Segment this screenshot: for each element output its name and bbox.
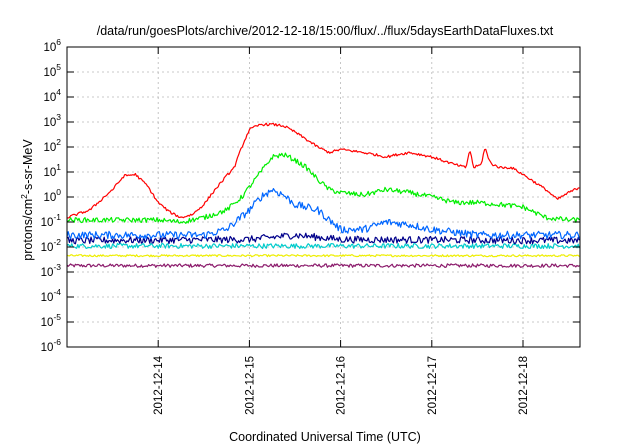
axes: 10-6 10-5 10-4 10-3 10-2 10-1 100 101 102 103 104 1… bbox=[41, 37, 581, 415]
y-axis-label: protons/cm2-s-sr-MeV bbox=[19, 139, 35, 261]
y-tick-label: 10-2 bbox=[41, 237, 62, 254]
y-tick-label: 10-5 bbox=[41, 312, 62, 329]
flux-series-line bbox=[66, 263, 580, 268]
y-tick-label: 100 bbox=[43, 187, 61, 204]
flux-series-line bbox=[66, 254, 580, 258]
flux-series-line bbox=[66, 122, 580, 219]
x-tick-label: 2012-12-15 bbox=[244, 356, 256, 415]
y-tick-label: 10-6 bbox=[41, 337, 62, 354]
y-tick-label: 103 bbox=[43, 112, 61, 129]
y-tick-label: 10-4 bbox=[41, 287, 62, 304]
y-tick-label: 104 bbox=[43, 87, 61, 104]
flux-series-line bbox=[66, 188, 580, 240]
y-axis-label-exponent: 2 bbox=[19, 194, 29, 199]
grid-lines bbox=[67, 47, 580, 347]
data-series bbox=[66, 122, 580, 268]
chart-title: /data/run/goesPlots/archive/2012-12-18/1… bbox=[97, 24, 554, 38]
flux-series-line bbox=[66, 152, 580, 224]
y-tick-label: 10-3 bbox=[41, 262, 62, 279]
y-tick-label: 105 bbox=[43, 62, 61, 79]
plot-frame bbox=[66, 46, 581, 348]
x-tick-label: 2012-12-16 bbox=[336, 356, 348, 415]
x-tick-label: 2012-12-14 bbox=[153, 355, 165, 414]
x-tick-label: 2012-12-18 bbox=[518, 356, 530, 415]
x-axis-label: Coordinated Universal Time (UTC) bbox=[229, 430, 421, 444]
flux-series-line bbox=[66, 232, 580, 245]
y-tick-label: 101 bbox=[43, 162, 61, 179]
flux-series-line bbox=[66, 242, 580, 250]
y-tick-label: 102 bbox=[43, 137, 61, 154]
y-tick-label: 106 bbox=[43, 37, 61, 54]
y-axis-label-base: protons/cm bbox=[21, 199, 35, 261]
y-axis-label-rest: -s-sr-MeV bbox=[21, 139, 35, 195]
x-tick-label: 2012-12-17 bbox=[427, 356, 439, 415]
y-tick-label: 10-1 bbox=[41, 212, 62, 229]
